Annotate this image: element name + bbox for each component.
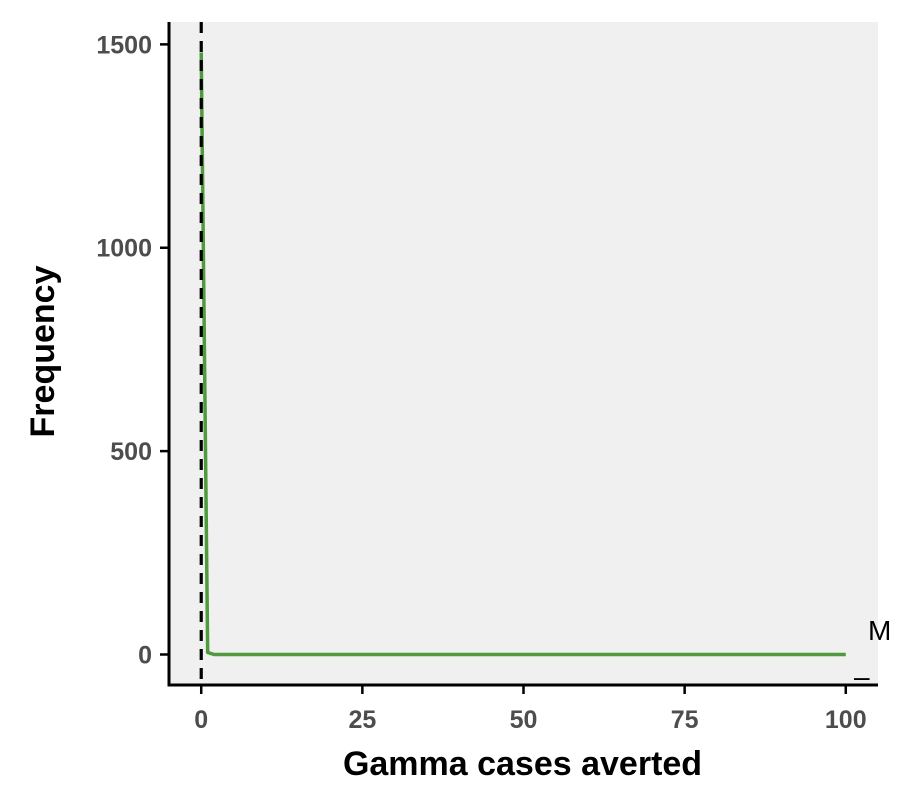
x-axis-title: Gamma cases averted	[343, 745, 702, 783]
y-tick-label: 500	[110, 438, 152, 466]
y-tick-label: 0	[138, 641, 152, 669]
x-tick-label: 50	[510, 706, 538, 734]
x-axis-ticks: 0 25 50 75 100	[194, 685, 867, 734]
plot-panel	[169, 22, 878, 685]
series-line-0	[199, 52, 846, 657]
y-axis-title: Frequency	[24, 265, 62, 437]
x-tick-label: 25	[348, 706, 376, 734]
x-tick-label: 0	[194, 706, 208, 734]
y-axis-ticks: 0 500 1000 1500	[96, 31, 169, 669]
y-tick-label: 1500	[96, 31, 152, 59]
series-layer	[199, 52, 846, 657]
x-tick-label: 75	[671, 706, 699, 734]
legend-fragment-mark: –	[854, 661, 870, 692]
x-tick-label: 100	[825, 706, 867, 734]
y-tick-label: 1000	[96, 235, 152, 263]
legend-fragment: M –	[854, 615, 891, 692]
legend-fragment-text: M	[868, 615, 891, 646]
